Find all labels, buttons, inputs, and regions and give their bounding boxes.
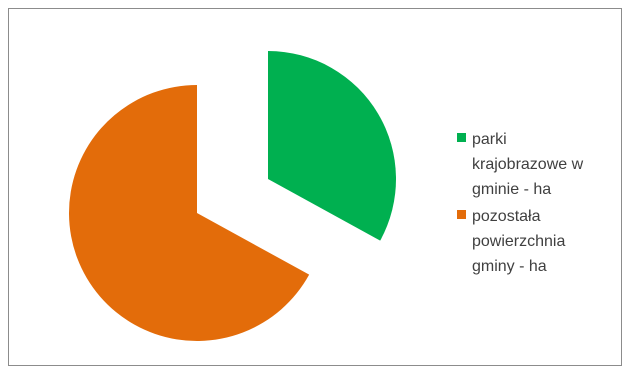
pie-chart [69,51,396,342]
legend-item-pozostala: pozostała powierzchnia gminy - ha [457,204,627,279]
legend-label-pozostala: pozostała powierzchnia gminy - ha [472,208,566,275]
chart-frame: parki krajobrazowe w gminie - ha pozosta… [8,8,622,366]
pie-slice-parki [268,51,396,241]
legend-label-parki: parki krajobrazowe w gminie - ha [472,131,584,198]
legend-swatch-green [457,133,466,142]
pie-slice-pozostala [69,85,310,342]
legend: parki krajobrazowe w gminie - ha pozosta… [457,127,627,281]
legend-item-parki: parki krajobrazowe w gminie - ha [457,127,627,202]
legend-swatch-orange [457,210,466,219]
